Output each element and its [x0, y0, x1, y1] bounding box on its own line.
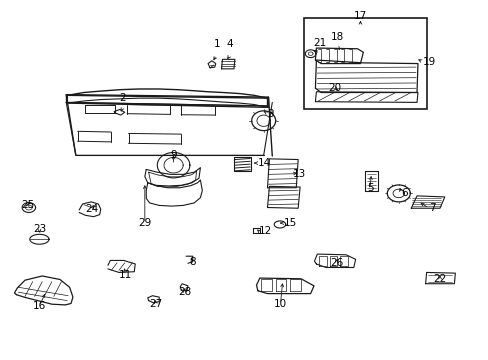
- Bar: [304, 18, 426, 109]
- Text: 20: 20: [327, 82, 341, 93]
- Text: 28: 28: [178, 287, 191, 297]
- Text: 23: 23: [33, 224, 46, 234]
- Text: 18: 18: [330, 32, 344, 42]
- Text: 24: 24: [85, 204, 99, 214]
- Text: 8: 8: [189, 257, 196, 267]
- Text: 21: 21: [313, 38, 326, 48]
- Text: 27: 27: [149, 299, 162, 309]
- Text: 17: 17: [353, 10, 366, 21]
- Text: 3: 3: [267, 109, 274, 119]
- Text: 7: 7: [428, 203, 435, 213]
- Text: 16: 16: [33, 301, 46, 311]
- Text: 19: 19: [422, 57, 435, 67]
- Text: 22: 22: [432, 274, 446, 284]
- Text: 29: 29: [138, 218, 151, 228]
- Text: 25: 25: [21, 201, 35, 210]
- Text: 5: 5: [366, 183, 373, 193]
- Text: 1: 1: [213, 40, 220, 49]
- Text: 4: 4: [226, 40, 233, 49]
- Text: 14: 14: [257, 158, 271, 168]
- Text: 10: 10: [273, 299, 286, 309]
- Text: 2: 2: [119, 93, 125, 103]
- Text: 6: 6: [401, 188, 407, 198]
- Text: 9: 9: [170, 149, 177, 159]
- Text: 11: 11: [119, 270, 132, 280]
- Text: 12: 12: [258, 226, 271, 236]
- Text: 13: 13: [292, 168, 305, 179]
- Text: 15: 15: [283, 218, 296, 228]
- Text: 26: 26: [329, 258, 343, 268]
